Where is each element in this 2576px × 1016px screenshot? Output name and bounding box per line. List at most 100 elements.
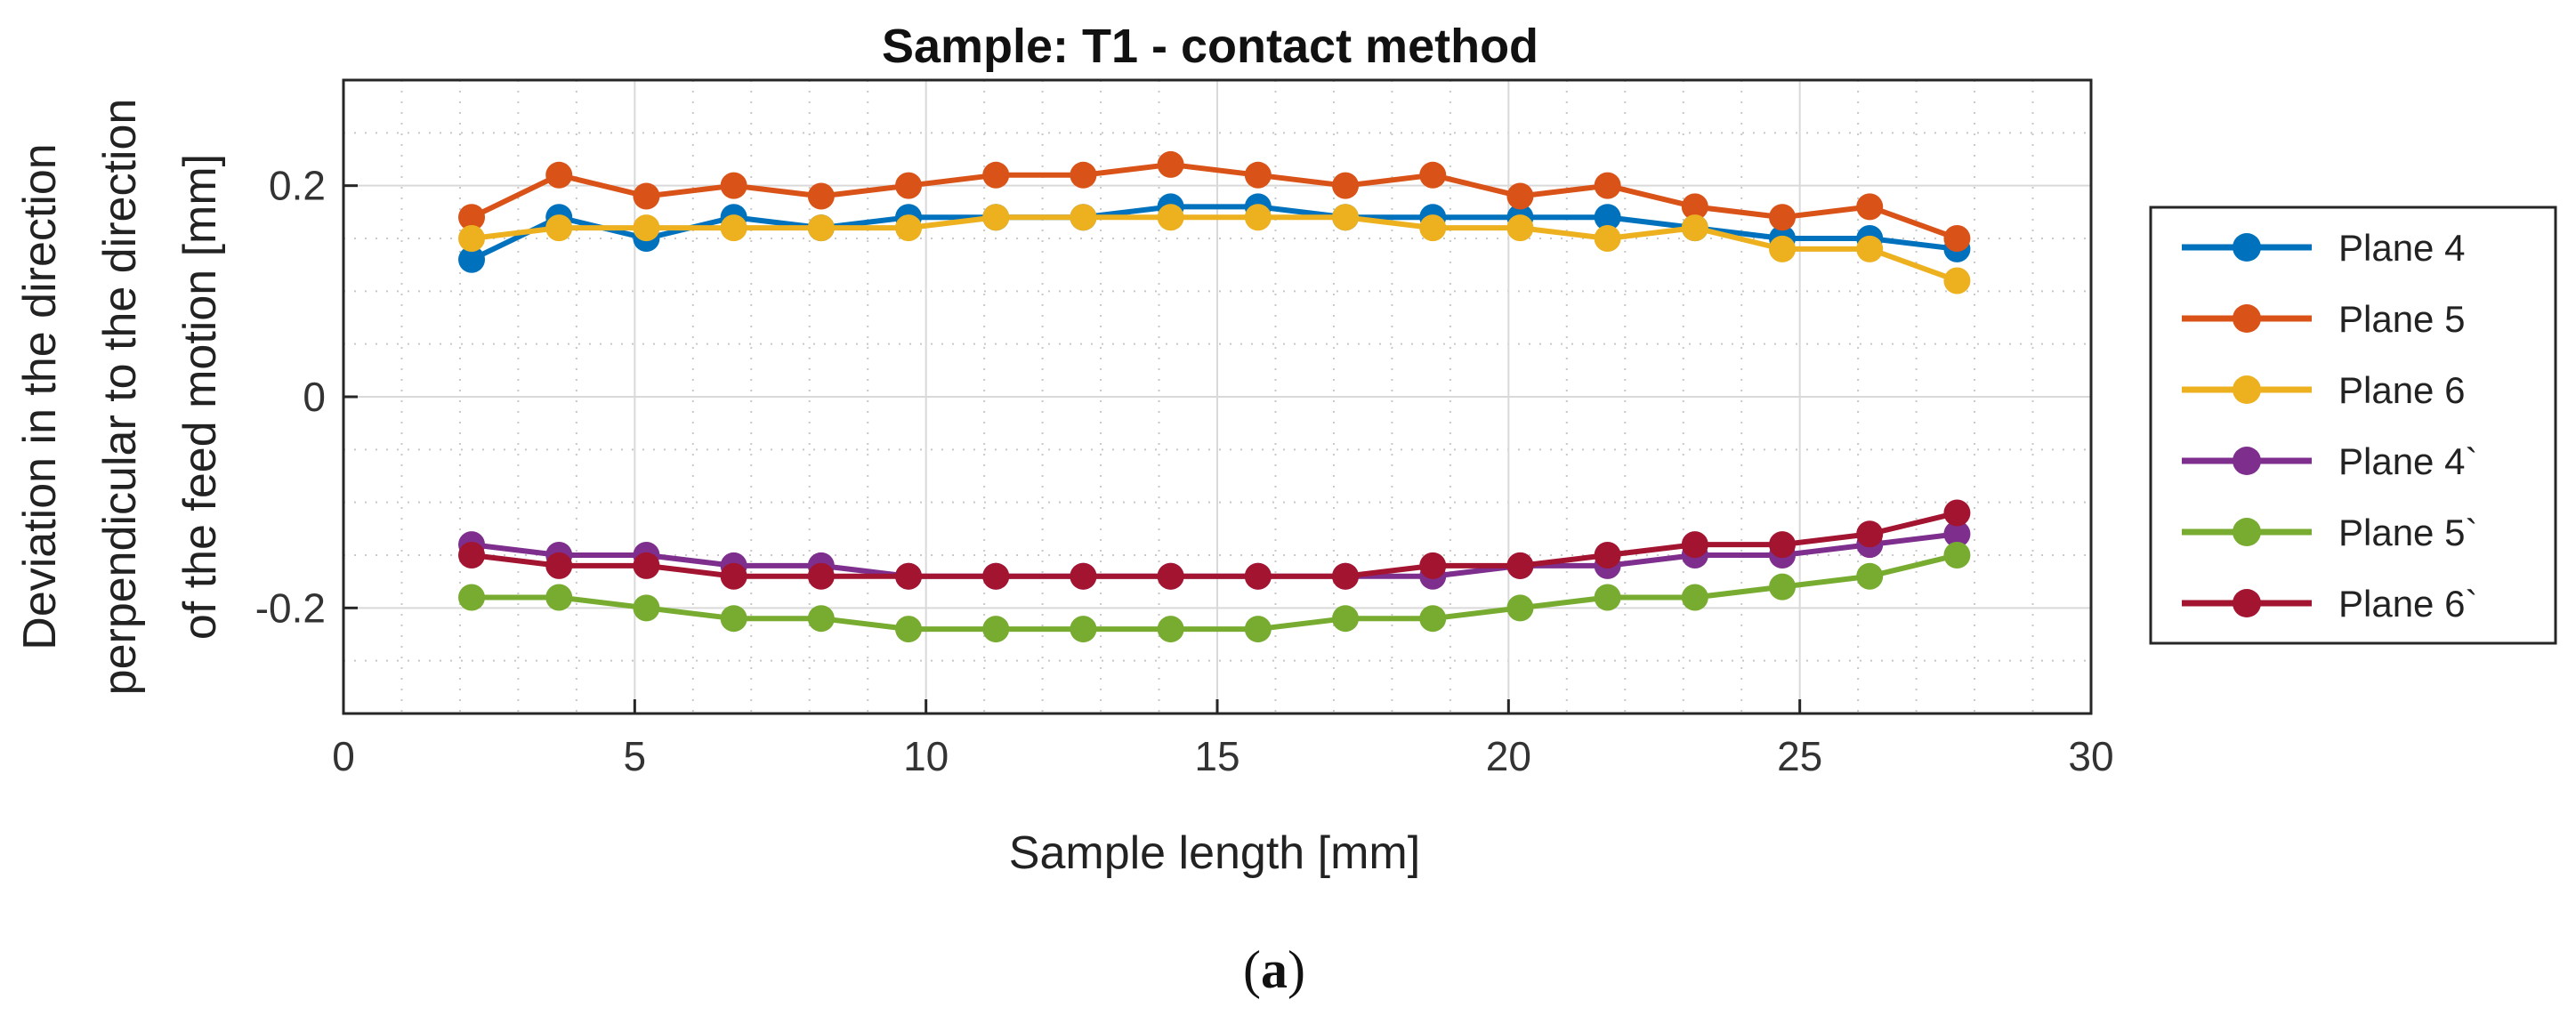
y-axis-label-line-3: of the feed motion [mm]: [174, 154, 226, 640]
data-point: [807, 562, 835, 590]
data-point: [1943, 499, 1971, 527]
data-point: [807, 182, 835, 210]
data-point: [1506, 214, 1534, 242]
data-point: [545, 214, 573, 242]
legend: Plane 4 Plane 5 Plane 6 Plane 4` Plane 5` Pla…: [2149, 206, 2557, 645]
x-tick-label: 15: [1194, 733, 1240, 779]
series-3: [458, 204, 1971, 294]
data-point: [458, 246, 486, 273]
series-5: [458, 542, 1971, 643]
legend-label: Plane 5`: [2338, 512, 2477, 553]
data-point: [1856, 520, 1884, 548]
legend-box: [2149, 206, 2557, 645]
data-point: [720, 605, 747, 633]
legend-entry: Plane 5`: [2182, 512, 2477, 553]
x-tick-label: 20: [1486, 733, 1531, 779]
data-point: [1681, 584, 1708, 611]
data-point: [1506, 594, 1534, 622]
data-point: [545, 161, 573, 189]
data-point: [1332, 172, 1360, 199]
legend-marker: [2233, 375, 2261, 404]
legend-marker: [2233, 304, 2261, 333]
data-point: [633, 182, 660, 210]
x-tick-label: 10: [903, 733, 949, 779]
x-axis-label: Sample length [mm]: [1009, 827, 1420, 879]
data-point: [1506, 552, 1534, 579]
data-point: [458, 542, 486, 568]
legend-label: Plane 4`: [2338, 440, 2477, 482]
data-point: [1769, 235, 1797, 262]
x-tick-labels: 0 5 10 15 20 25 30: [332, 699, 2114, 779]
data-point: [458, 584, 486, 611]
data-point: [458, 225, 486, 252]
x-tick-label: 30: [2068, 733, 2113, 779]
data-point: [1157, 616, 1184, 643]
data-point: [807, 605, 835, 633]
data-point: [1856, 562, 1884, 590]
y-axis-label-line-1: Deviation in the direction: [14, 143, 66, 649]
data-point: [1332, 204, 1360, 231]
data-point: [1332, 562, 1360, 590]
data-point: [1594, 542, 1621, 568]
x-tick-label: 5: [624, 733, 647, 779]
data-point: [1681, 531, 1708, 559]
data-point: [1244, 161, 1272, 189]
data-point: [1070, 161, 1097, 189]
data-point: [1244, 204, 1272, 231]
legend-entries: Plane 4 Plane 5 Plane 6 Plane 4` Plane 5` Pla…: [2182, 227, 2477, 625]
data-point: [1070, 204, 1097, 231]
caption-letter: a: [1261, 940, 1288, 999]
data-point: [720, 562, 747, 590]
series-layer: [458, 150, 1971, 643]
data-point: [895, 616, 923, 643]
y-tick-label: 0.2: [269, 163, 326, 209]
data-point: [982, 616, 1010, 643]
data-point: [1856, 193, 1884, 221]
data-point: [1070, 562, 1097, 590]
data-point: [1856, 235, 1884, 262]
x-tick-label: 25: [1777, 733, 1822, 779]
data-point: [1594, 584, 1621, 611]
legend-marker: [2233, 518, 2261, 546]
data-point: [1070, 616, 1097, 643]
caption-open-paren: (: [1243, 940, 1261, 999]
plot-area: [342, 78, 2093, 715]
legend-marker: [2233, 233, 2261, 262]
figure-caption: (a): [1243, 940, 1305, 999]
data-point: [895, 214, 923, 242]
data-point: [1157, 150, 1184, 178]
data-point: [545, 552, 573, 579]
data-point: [982, 161, 1010, 189]
series-6: [458, 499, 1971, 590]
y-tick-label: -0.2: [255, 585, 326, 631]
x-tick-label: 0: [332, 733, 355, 779]
data-point: [545, 584, 573, 611]
legend-marker: [2233, 589, 2261, 617]
legend-label: Plane 4: [2338, 227, 2465, 269]
legend-label: Plane 5: [2338, 298, 2465, 340]
data-point: [1419, 161, 1447, 189]
data-point: [633, 552, 660, 579]
data-point: [1681, 193, 1708, 221]
data-point: [982, 562, 1010, 590]
data-point: [1769, 573, 1797, 601]
data-point: [633, 214, 660, 242]
data-point: [982, 204, 1010, 231]
data-point: [895, 172, 923, 199]
series-2: [458, 150, 1971, 252]
data-point: [1769, 204, 1797, 231]
y-tick-label: 0: [303, 374, 326, 420]
series-line: [472, 552, 1958, 633]
y-axis-label: Deviation in the direction perpendicular…: [14, 99, 226, 696]
series-line: [471, 214, 1958, 284]
data-point: [1419, 552, 1447, 579]
legend-entry: Plane 5: [2182, 298, 2465, 340]
caption-close-paren: ): [1288, 940, 1305, 999]
data-point: [1157, 562, 1184, 590]
legend-entry: Plane 6`: [2182, 583, 2477, 625]
data-point: [1594, 204, 1621, 231]
series-line: [471, 510, 1958, 579]
data-point: [1681, 214, 1708, 242]
chart-title: Sample: T1 - contact method: [882, 20, 1538, 73]
